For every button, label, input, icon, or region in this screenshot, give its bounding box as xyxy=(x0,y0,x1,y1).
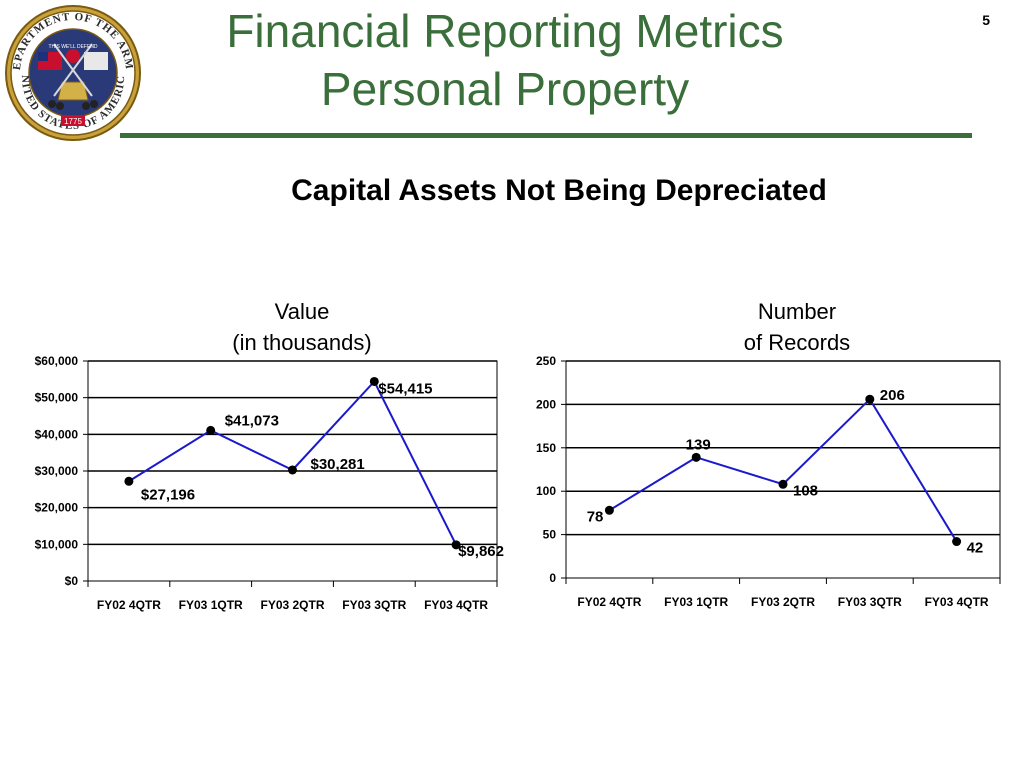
value-y-tick-label: $20,000 xyxy=(35,501,79,515)
title-rule xyxy=(120,133,972,138)
records-chart-title-line2: of Records xyxy=(743,330,851,355)
value-data-point xyxy=(288,465,297,475)
value-data-point xyxy=(206,425,216,435)
slide-title: Financial Reporting Metrics Personal Pro… xyxy=(150,2,860,118)
value-x-tick-label: FY03 1QTR xyxy=(179,598,243,612)
slide-subtitle: Capital Assets Not Being Depreciated xyxy=(291,174,827,207)
records-data-label: 78 xyxy=(587,508,604,525)
seal-year: 1775 xyxy=(64,117,82,126)
records-y-tick-label: 250 xyxy=(536,354,556,368)
records-x-tick-label: FY03 1QTR xyxy=(664,595,728,609)
records-data-point xyxy=(691,452,701,462)
value-data-label: $54,415 xyxy=(378,380,432,397)
records-data-point xyxy=(778,479,788,489)
records-series-line xyxy=(608,397,958,543)
slide-title-line1: Financial Reporting Metrics xyxy=(226,5,784,57)
value-y-tick-label: $60,000 xyxy=(35,354,79,368)
seal-banner: THIS WE'LL DEFEND xyxy=(48,44,97,50)
records-x-tick-label: FY03 2QTR xyxy=(751,595,815,609)
value-data-point xyxy=(369,376,379,386)
value-y-tick-label: $50,000 xyxy=(35,391,79,405)
records-plot-frame xyxy=(565,360,1001,579)
records-y-tick-label: 50 xyxy=(543,528,557,542)
value-data-point xyxy=(451,540,461,550)
value-x-tick-label: FY03 2QTR xyxy=(260,598,324,612)
page-number: 5 xyxy=(982,12,990,28)
records-data-label: 206 xyxy=(880,387,905,404)
value-data-point xyxy=(124,476,134,486)
records-x-tick-label: FY03 4QTR xyxy=(925,595,989,609)
slide-title-line2: Personal Property xyxy=(320,63,690,115)
value-series-line xyxy=(128,379,457,546)
value-x-tick-label: FY02 4QTR xyxy=(97,598,161,612)
records-chart-title-line1: Number xyxy=(757,299,837,324)
value-y-tick-label: $10,000 xyxy=(35,537,79,551)
value-y-tick-label: $30,000 xyxy=(35,464,79,478)
records-x-tick-label: FY03 3QTR xyxy=(838,595,902,609)
value-y-tick-label: $0 xyxy=(65,574,79,588)
records-data-point xyxy=(952,537,962,547)
value-chart-title: Value (in thousands) xyxy=(202,296,402,358)
value-data-label: $27,196 xyxy=(141,486,195,503)
value-chart-title-line1: Value xyxy=(274,299,330,324)
value-y-tick-label: $40,000 xyxy=(35,427,79,441)
value-data-label: $9,862 xyxy=(458,543,504,560)
records-y-tick-label: 200 xyxy=(536,397,556,411)
records-y-tick-label: 150 xyxy=(536,441,556,455)
value-data-label: $41,073 xyxy=(225,412,279,429)
records-y-tick-label: 100 xyxy=(536,484,556,498)
records-data-point xyxy=(865,394,875,404)
records-data-label: 108 xyxy=(793,482,818,499)
records-data-point xyxy=(604,505,614,515)
records-x-tick-label: FY02 4QTR xyxy=(577,595,641,609)
value-data-label: $30,281 xyxy=(311,456,365,473)
records-chart-title: Number of Records xyxy=(697,296,897,358)
army-seal-icon: DEPARTMENT OF THE ARMY UNITED STATES OF … xyxy=(4,4,141,141)
value-x-tick-label: FY03 4QTR xyxy=(424,598,488,612)
records-data-label: 42 xyxy=(967,540,984,557)
records-data-label: 139 xyxy=(686,436,711,453)
value-x-tick-label: FY03 3QTR xyxy=(342,598,406,612)
value-chart-title-line2: (in thousands) xyxy=(232,330,372,355)
records-y-tick-label: 0 xyxy=(549,571,556,585)
